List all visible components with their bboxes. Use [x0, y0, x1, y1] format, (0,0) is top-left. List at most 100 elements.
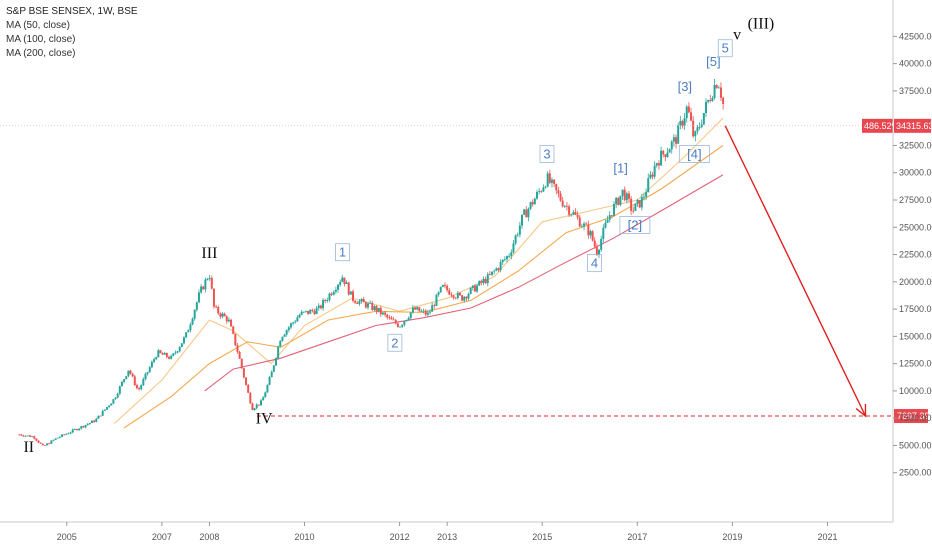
candle-body — [24, 435, 27, 437]
candle-body — [31, 436, 34, 438]
candle-body — [662, 150, 665, 155]
candle-body — [202, 286, 205, 290]
candle-body — [627, 193, 630, 199]
wave-label-box — [539, 145, 555, 163]
candle-body — [456, 292, 459, 299]
candle-body — [677, 125, 680, 144]
candle-body — [696, 127, 699, 132]
legend-ma50: MA (50, close) — [6, 20, 70, 31]
candle-body — [39, 442, 42, 444]
candle-body — [640, 197, 643, 208]
x-tick-label: 2007 — [152, 532, 172, 542]
candle-body — [274, 358, 277, 366]
candle-body — [123, 379, 126, 382]
candle-body — [114, 397, 117, 400]
candle-body — [441, 284, 444, 287]
candle-body — [694, 131, 697, 137]
y-tick-label: 32500.00 — [899, 140, 932, 150]
y-tick-label: 42500.00 — [899, 31, 932, 41]
candle-body — [636, 200, 639, 204]
candle-body — [163, 352, 166, 355]
candle-body — [153, 359, 156, 362]
candle-body — [360, 298, 363, 302]
candle-body — [561, 200, 564, 207]
candle-body — [140, 385, 143, 390]
candle-body — [529, 202, 532, 209]
candle-body — [319, 305, 322, 309]
candle-body — [86, 423, 89, 426]
candle-body — [279, 340, 282, 347]
candle-body — [424, 310, 427, 315]
candle-body — [617, 197, 620, 205]
wave-label: 3 — [543, 147, 550, 162]
candle-body — [120, 381, 123, 387]
candle-body — [619, 195, 622, 205]
candle-body — [266, 384, 269, 393]
candle-body — [486, 274, 489, 284]
candle-body — [595, 246, 598, 255]
candle-body — [80, 426, 83, 429]
candle-body — [343, 277, 346, 284]
candle-body — [527, 208, 530, 218]
candle-body — [722, 97, 725, 104]
candle-body — [583, 223, 586, 227]
candle-body — [390, 317, 393, 320]
wave-label: [5] — [706, 54, 720, 69]
candle-body — [251, 403, 254, 411]
candle-body — [322, 300, 325, 309]
candle-body — [692, 120, 695, 137]
candle-body — [381, 312, 384, 315]
moving-average-lines — [113, 117, 724, 429]
candle-body — [206, 279, 209, 280]
candle-body — [668, 149, 671, 153]
candle-body — [101, 410, 104, 416]
candle-body — [657, 163, 660, 166]
candle-body — [386, 314, 389, 318]
candle-body — [366, 303, 369, 308]
candle-body — [129, 370, 132, 374]
candle-body — [473, 285, 476, 292]
candle-body — [302, 311, 305, 313]
candle-body — [54, 438, 57, 440]
y-tick-label: 7500.00 — [899, 413, 932, 423]
candle-body — [358, 301, 361, 304]
y-tick-label: 15000.00 — [899, 331, 932, 341]
candle-body — [664, 154, 667, 157]
candle-body — [253, 408, 256, 411]
candle-body — [450, 294, 453, 296]
candle-body — [422, 310, 425, 312]
candle-body — [58, 436, 61, 438]
x-tick-label: 2008 — [199, 532, 219, 542]
legend-title: S&P BSE SENSEX, 1W, BSE — [6, 6, 138, 17]
candle-body — [105, 407, 108, 410]
candle-body — [208, 277, 211, 280]
candle-body — [315, 308, 318, 314]
candle-body — [326, 299, 329, 301]
candle-body — [108, 405, 111, 408]
candle-body — [217, 307, 220, 314]
candle-body — [435, 294, 438, 306]
candle-body — [463, 296, 466, 301]
candle-body — [204, 279, 207, 290]
candle-body — [255, 404, 258, 409]
candle-body — [71, 429, 74, 433]
candle-body — [559, 193, 562, 201]
candle-body — [146, 372, 149, 374]
x-tick-label: 2017 — [627, 532, 647, 542]
candle-body — [210, 277, 213, 289]
candle-body — [127, 370, 130, 377]
candle-body — [653, 165, 656, 177]
candle-body — [647, 178, 650, 193]
candle-body — [197, 292, 200, 303]
candle-body — [292, 322, 295, 324]
candle-body — [41, 443, 44, 446]
candle-body — [429, 311, 432, 313]
candle-body — [26, 435, 29, 437]
candle-body — [563, 205, 566, 207]
candle-body — [407, 318, 410, 320]
candle-body — [426, 312, 429, 315]
candle-body — [510, 252, 513, 256]
candle-body — [245, 377, 248, 385]
candle-body — [118, 386, 121, 394]
